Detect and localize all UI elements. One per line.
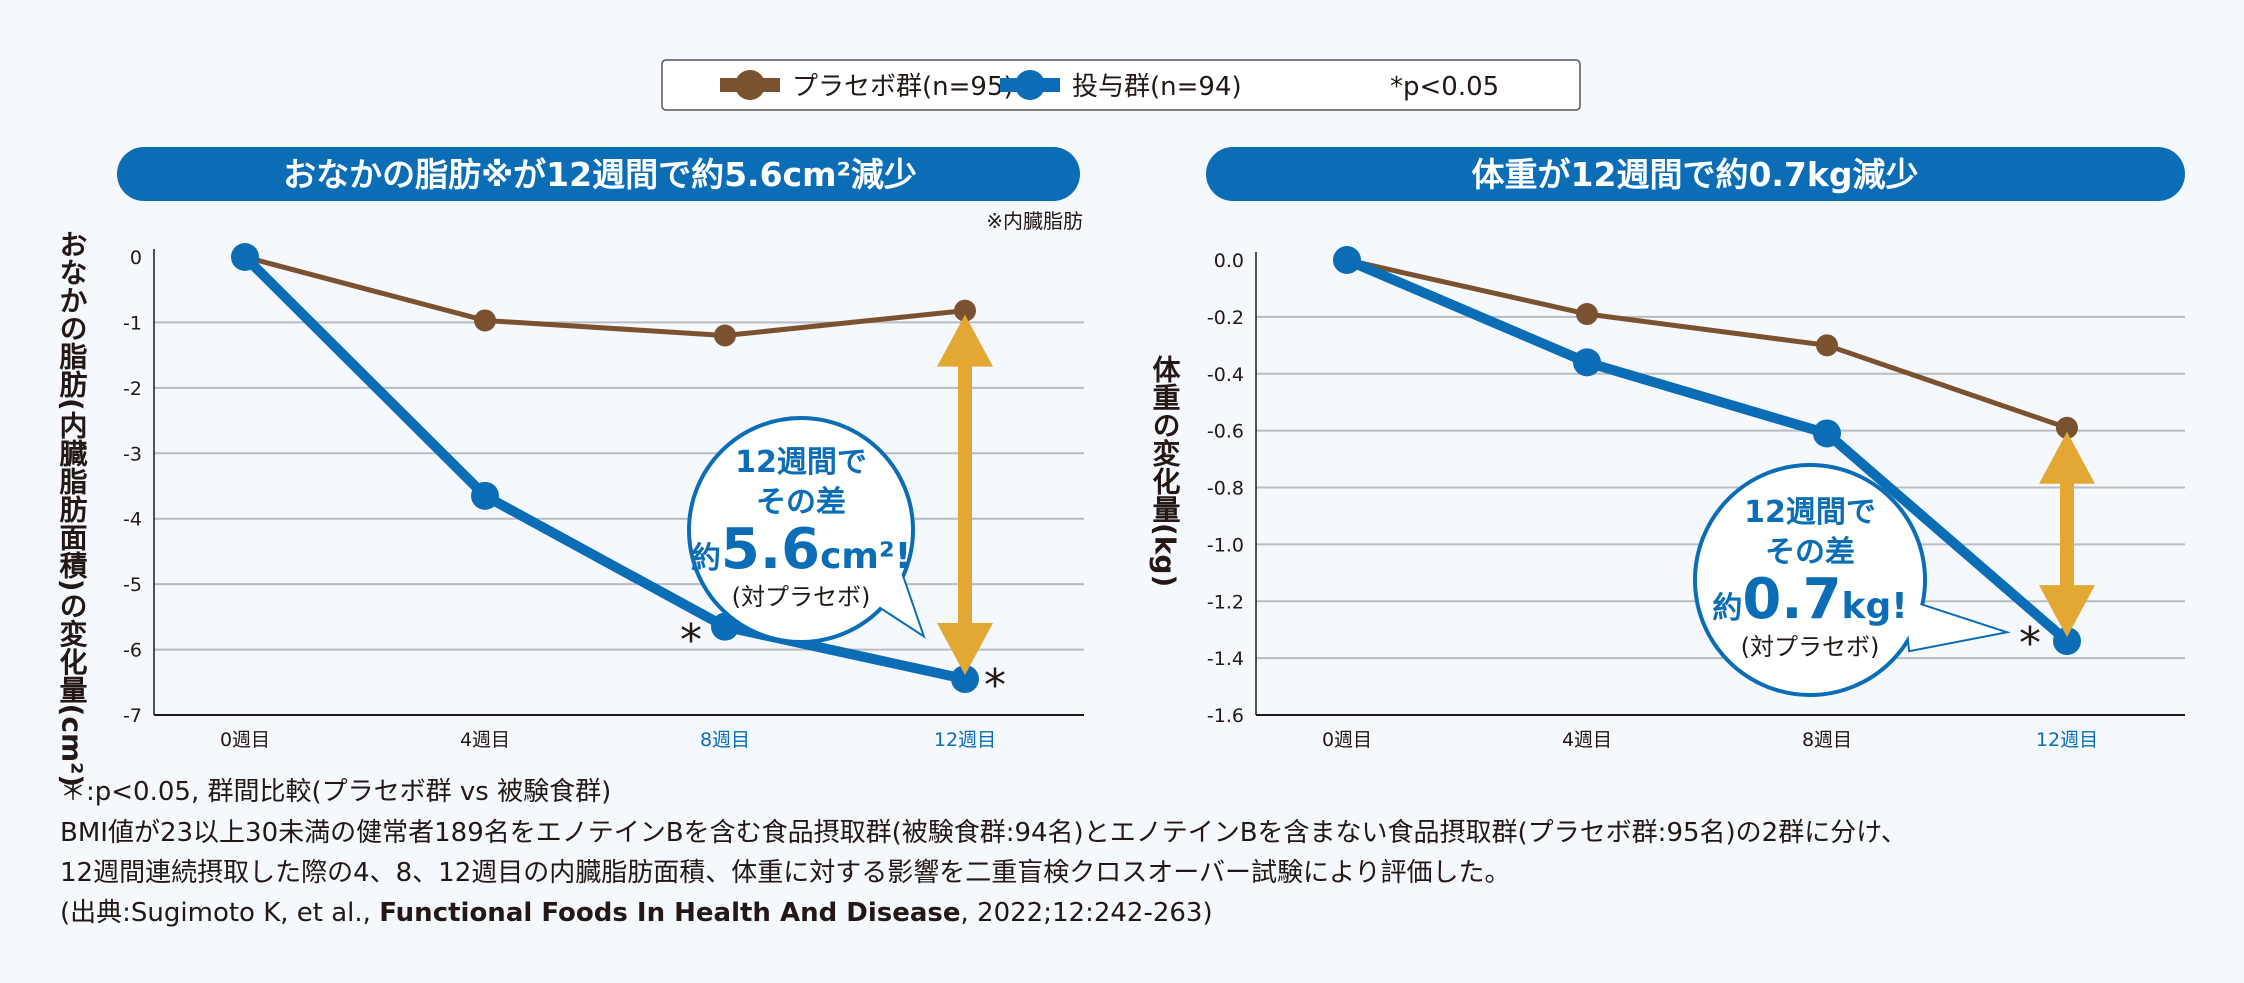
callout-suffix: (対プラセボ)	[732, 583, 871, 611]
y-tick-label: -1.6	[1207, 705, 1244, 727]
data-point-treated	[1333, 246, 1361, 274]
series-line-treated	[241, 253, 967, 684]
data-point-placebo	[2056, 416, 2078, 439]
difference-arrow	[937, 314, 993, 676]
legend-placebo-swatch	[720, 70, 780, 100]
y-tick-label: -2	[123, 378, 142, 400]
y-axis-title: 体重の変化量(kg)	[1149, 355, 1182, 588]
x-tick-label: 0週目	[220, 729, 270, 751]
callout-line1: 12週間で	[735, 445, 867, 480]
x-tick-label: 8週目	[700, 729, 750, 751]
y-tick-label: -5	[123, 574, 142, 596]
data-point-placebo	[1576, 303, 1598, 326]
chart-title-pill	[1206, 147, 2185, 201]
footnote-citation: (出典:Sugimoto K, et al., Functional Foods…	[60, 898, 1213, 928]
callout-prefix: 約	[1712, 591, 1742, 626]
x-tick-label: 4週目	[460, 729, 510, 751]
y-axis-title: おなかの脂肪(内臓脂肪面積)の変化量(cm²)	[56, 230, 89, 787]
callout-suffix: (対プラセボ)	[1741, 633, 1880, 661]
legend-treated-label: 投与群(n=94)	[1072, 72, 1242, 102]
legend-box	[661, 59, 1581, 111]
callout-value: 約0.7kg!	[1712, 567, 1907, 632]
y-tick-label: -0.4	[1207, 364, 1244, 386]
y-tick-label: -3	[123, 443, 142, 465]
data-point-placebo	[954, 299, 976, 322]
footnote-significance: ＊:p<0.05, 群間比較(プラセボ群 vs 被験食群)	[60, 777, 611, 807]
data-point-treated	[2053, 627, 2081, 656]
difference-arrow	[2039, 431, 2095, 638]
title-footnote: ※内臓脂肪	[986, 209, 1083, 233]
series-line-placebo	[244, 254, 966, 339]
callout-prefix: 約	[691, 541, 721, 576]
series-line-placebo	[1346, 257, 2068, 431]
x-tick-label: 12週目	[934, 729, 996, 751]
y-tick-label: -0.6	[1207, 421, 1244, 443]
citation-prefix: (出典:Sugimoto K, et al.,	[60, 898, 379, 928]
footnotes: ＊:p<0.05, 群間比較(プラセボ群 vs 被験食群) BMI値が23以上3…	[60, 777, 1907, 928]
data-point-treated	[1813, 419, 1841, 448]
data-point-placebo	[1816, 334, 1838, 357]
data-point-treated	[951, 665, 979, 694]
footnote-method-1: BMI値が23以上30未満の健常者189名をエノテインBを含む食品摂取群(被験食…	[60, 818, 1907, 848]
legend-placebo-label: プラセボ群(n=95)	[792, 72, 1014, 102]
legend-significance: *p<0.05	[1390, 72, 1499, 102]
x-tick-label: 0週目	[1322, 729, 1372, 751]
data-point-treated	[1573, 348, 1601, 377]
footnote-method-2: 12週間連続摂取した際の4、8、12週目の内臓脂肪面積、体重に対する影響を二重盲…	[60, 858, 1510, 888]
data-point-placebo	[714, 324, 736, 347]
legend-treated-swatch	[1000, 70, 1060, 100]
chart-title: おなかの脂肪※が12週間で約5.6cm²減少	[283, 155, 917, 194]
callout-line2: その差	[1765, 535, 1855, 570]
series-line-treated	[1345, 255, 2071, 645]
callout-unit: kg!	[1842, 586, 1908, 627]
callout-line1: 12週間で	[1744, 495, 1876, 530]
y-tick-label: -6	[123, 640, 142, 662]
x-tick-label: 4週目	[1562, 729, 1612, 751]
callout-number: 0.7	[1742, 567, 1841, 632]
citation-suffix: , 2022;12:242-263)	[961, 898, 1213, 928]
y-tick-label: -4	[123, 509, 142, 531]
x-tick-label: 8週目	[1802, 729, 1852, 751]
y-tick-label: -1	[123, 312, 142, 334]
y-tick-label: -0.2	[1207, 307, 1244, 329]
data-point-treated	[231, 243, 259, 271]
data-point-treated	[471, 481, 499, 510]
y-tick-label: 0.0	[1214, 250, 1244, 272]
significance-asterisk: *	[2019, 618, 2041, 669]
legend: プラセボ群(n=95) 投与群(n=94) *p<0.05	[661, 59, 1581, 111]
chart-title: 体重が12週間で約0.7kg減少	[1472, 155, 1919, 194]
chart-title-pill	[117, 147, 1080, 201]
fat-chart: おなかの脂肪※が12週間で約5.6cm²減少 ※内臓脂肪おなかの脂肪(内臓脂肪面積…	[56, 147, 1084, 787]
citation-journal: Functional Foods In Health And Disease	[379, 898, 960, 928]
callout-number: 5.6	[721, 517, 820, 582]
y-tick-label: -1.0	[1207, 534, 1244, 556]
callout-value: 約5.6cm²!	[691, 517, 911, 582]
y-tick-label: -1.2	[1207, 591, 1244, 613]
significance-asterisk: *	[680, 615, 702, 666]
data-point-placebo	[474, 309, 496, 332]
y-tick-label: -7	[123, 705, 142, 727]
callout-unit: cm²!	[820, 536, 911, 577]
x-tick-label: 12週目	[2036, 729, 2098, 751]
callout-line2: その差	[756, 485, 846, 520]
significance-asterisk: *	[984, 660, 1006, 711]
y-tick-label: -0.8	[1207, 478, 1244, 500]
y-tick-label: -1.4	[1207, 648, 1244, 670]
y-tick-label: 0	[130, 247, 142, 269]
